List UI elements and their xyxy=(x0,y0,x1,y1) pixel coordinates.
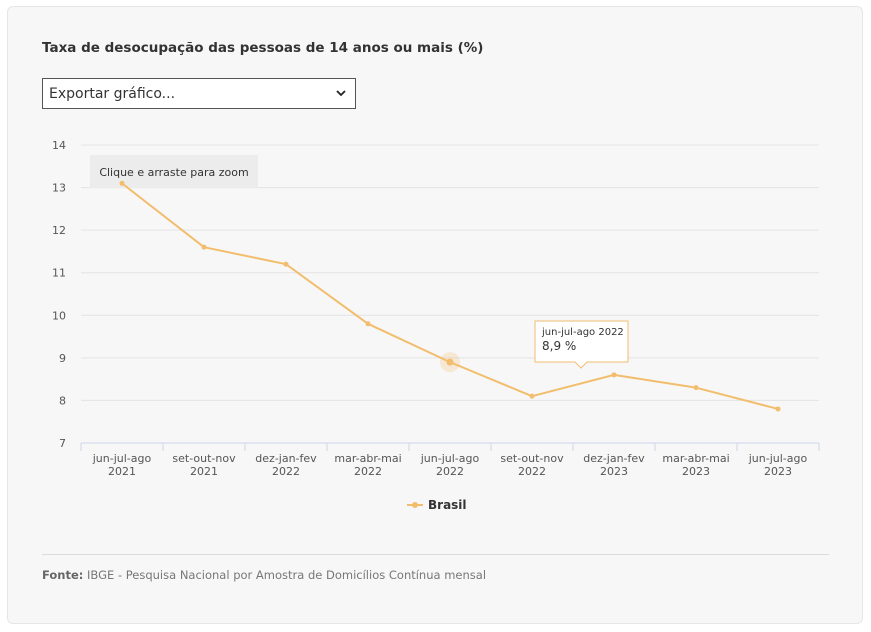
export-select-value: Exportar gráfico... xyxy=(49,85,176,102)
data-point[interactable] xyxy=(365,321,371,327)
tooltip-category: jun-jul-ago 2022 xyxy=(541,327,624,338)
y-tick-label: 14 xyxy=(52,139,66,152)
y-tick-label: 13 xyxy=(52,182,66,195)
series-line-brasil xyxy=(121,182,779,410)
tooltip-value: 8,9 % xyxy=(542,339,576,353)
y-tick-label: 12 xyxy=(52,224,66,237)
data-point[interactable] xyxy=(446,358,454,366)
divider xyxy=(42,554,829,555)
x-tick-label: dez-jan-fev 2023 xyxy=(583,452,645,478)
zoom-hint-text: Clique e arraste para zoom xyxy=(99,166,248,179)
x-tick-label: set-out-nov 2022 xyxy=(500,452,564,478)
y-tick-label: 9 xyxy=(59,352,66,365)
y-tick-label: 8 xyxy=(59,394,66,407)
chart-title: Taxa de desocupação das pessoas de 14 an… xyxy=(42,40,484,56)
tooltip: jun-jul-ago 2022 8,9 % xyxy=(534,320,629,369)
x-axis: jun-jul-ago 2021 set-out-nov 2021 dez-jan-fe… xyxy=(80,442,820,478)
data-point[interactable] xyxy=(283,261,289,267)
data-point[interactable] xyxy=(775,406,781,412)
data-point[interactable] xyxy=(693,385,699,391)
legend-label-brasil: Brasil xyxy=(428,498,467,512)
legend[interactable]: Brasil xyxy=(407,498,467,512)
y-axis: 7 8 9 10 11 12 13 14 xyxy=(52,139,66,450)
data-point[interactable] xyxy=(201,244,207,250)
legend-marker xyxy=(412,502,418,508)
series-brasil[interactable] xyxy=(119,180,781,412)
x-tick-label: set-out-nov 2021 xyxy=(172,452,236,478)
x-tick-label: dez-jan-fev 2022 xyxy=(255,452,317,478)
y-tick-label: 11 xyxy=(52,267,66,280)
zoom-hint: Clique e arraste para zoom xyxy=(90,155,258,188)
y-tick-label: 7 xyxy=(59,437,66,450)
data-point[interactable] xyxy=(529,393,535,399)
x-tick-label: mar-abr-mai 2022 xyxy=(334,452,401,478)
x-tick-label: mar-abr-mai 2023 xyxy=(662,452,729,478)
data-point[interactable] xyxy=(611,372,617,378)
source-note: Fonte: IBGE - Pesquisa Nacional por Amos… xyxy=(42,568,486,582)
source-text: IBGE - Pesquisa Nacional por Amostra de … xyxy=(87,568,487,582)
x-tick-label: jun-jul-ago 2022 xyxy=(420,452,480,478)
chevron-down-icon xyxy=(336,90,346,97)
export-chart-select[interactable]: Exportar gráfico... xyxy=(42,78,356,109)
x-tick-label: jun-jul-ago 2021 xyxy=(92,452,152,478)
source-label: Fonte: xyxy=(42,568,84,582)
tooltip-box xyxy=(534,320,629,369)
data-point[interactable] xyxy=(119,180,125,186)
x-tick-label: jun-jul-ago 2023 xyxy=(748,452,808,478)
y-tick-label: 10 xyxy=(52,309,66,322)
